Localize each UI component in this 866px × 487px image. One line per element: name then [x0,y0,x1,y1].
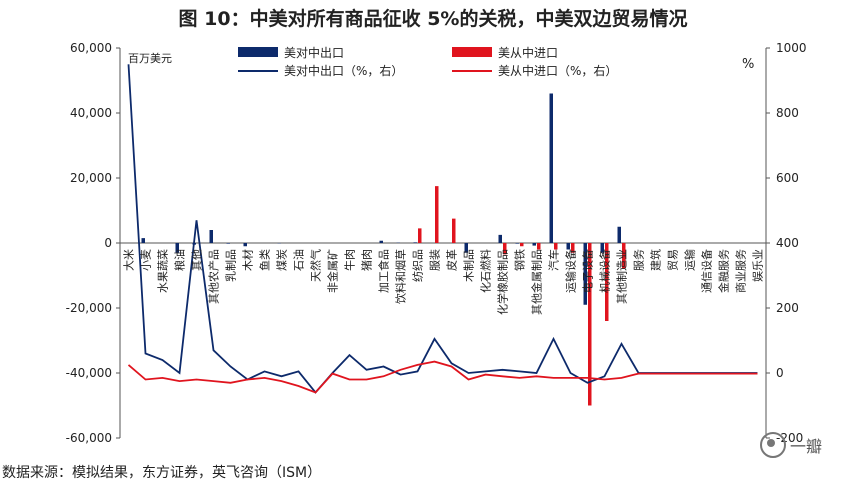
left-tick-label: -20,000 [66,301,112,315]
category-label: 乳制品 [225,249,238,282]
category-label: 石油 [292,249,306,271]
export-bar [413,242,417,243]
right-tick-label: 200 [776,301,799,315]
category-label: 商业服务 [734,249,748,293]
legend-export-line-label: 美对中出口（%，右） [284,63,403,78]
import-bar [554,243,558,250]
import-bar [503,243,507,255]
export-bar [209,230,213,243]
left-tick-label: -40,000 [66,366,112,380]
category-label: 粮油 [173,249,187,271]
category-label: 贸易 [667,249,680,271]
category-label: 其他农产品 [207,249,221,304]
left-tick-label: 20,000 [70,171,112,185]
category-label: 服务 [633,249,646,271]
category-label: 皮革 [445,249,459,271]
legend-export-bar-label: 美对中出口 [284,45,344,60]
category-label: 通信设备 [700,249,714,293]
category-label: 娱乐业 [751,249,765,282]
category-label: 饮料和烟草 [394,249,408,304]
import-bar [605,243,609,321]
right-tick-label: 800 [776,106,799,120]
category-label: 鱼类 [258,249,272,271]
legend-import-bar-label: 美从中进口 [498,45,558,60]
right-tick-label: 600 [776,171,799,185]
category-label: 其他制造业 [615,249,629,304]
category-label: 机械设备 [598,249,612,293]
import-bar [418,228,422,243]
category-label: 其他金属制品 [530,249,544,315]
export-bar [549,93,553,243]
import-bar [622,243,626,269]
category-label: 运输设备 [564,249,578,293]
category-label: 其他 [191,249,204,271]
category-label: 非金属矿 [326,249,340,293]
category-label: 钢铁 [514,249,527,271]
category-label: 大米 [122,249,136,271]
right-tick-label: 1000 [776,41,807,55]
export-bar [617,226,621,243]
legend-export-bar-swatch [238,47,278,57]
category-label: 运输 [683,249,697,271]
category-label: 汽车 [547,249,561,271]
category-label: 木材 [241,249,255,271]
export-bar [498,234,502,243]
export-bar [226,243,230,244]
legend-import-bar-swatch [452,47,492,57]
export-bar [566,243,570,250]
category-label: 小麦 [140,249,153,271]
category-label: 水果蔬菜 [157,249,170,293]
watermark: 一瓣 [760,432,822,458]
right-tick-label: 400 [776,236,799,250]
left-tick-label: 40,000 [70,106,112,120]
export-bar [532,243,536,246]
export-bar [243,243,247,247]
category-label: 建筑 [649,249,663,271]
category-label: 纺织品 [411,249,425,282]
export-bar [175,243,179,253]
category-label: 牛肉 [343,249,357,271]
export-bar [600,243,604,253]
left-tick-label: 60,000 [70,41,112,55]
category-label: 金融服务 [717,249,731,293]
right-tick-label: 0 [776,366,784,380]
category-label: 煤炭 [276,249,289,271]
export-bar [141,238,145,243]
import-bar [435,186,439,243]
category-label: 猪肉 [361,249,374,271]
watermark-text: 一瓣 [790,437,823,456]
chart-title: 图 10：中美对所有商品征收 5%的关税，中美双边贸易情况 [178,8,688,30]
category-label: 化石燃料 [479,249,493,293]
export-bar [464,243,468,253]
import-pct-line [127,360,758,394]
category-label: 天然气 [309,249,323,282]
legend-import-line-label: 美从中进口（%，右） [498,63,617,78]
category-label: 木制品 [463,249,476,282]
left-tick-label: 0 [104,236,112,250]
import-bar [520,243,524,247]
left-tick-label: -60,000 [66,431,112,445]
category-label: 电子设备 [581,249,595,293]
source-note: 数据来源：模拟结果，东方证券，英飞咨询（ISM） [2,465,322,481]
import-bar [537,243,541,250]
wechat-logo-icon [760,432,786,458]
export-bar [583,243,587,305]
category-label: 化学橡胶制品 [496,249,510,315]
import-bar [571,243,575,253]
category-label: 服装 [429,249,442,271]
export-bar [515,243,519,244]
import-bar [452,218,456,243]
export-pct-line [127,64,758,394]
left-unit-label: 百万美元 [128,52,172,65]
import-bar [588,243,592,406]
category-label: 加工食品 [377,249,391,293]
right-unit-label: % [742,57,754,72]
export-bar [379,240,383,243]
